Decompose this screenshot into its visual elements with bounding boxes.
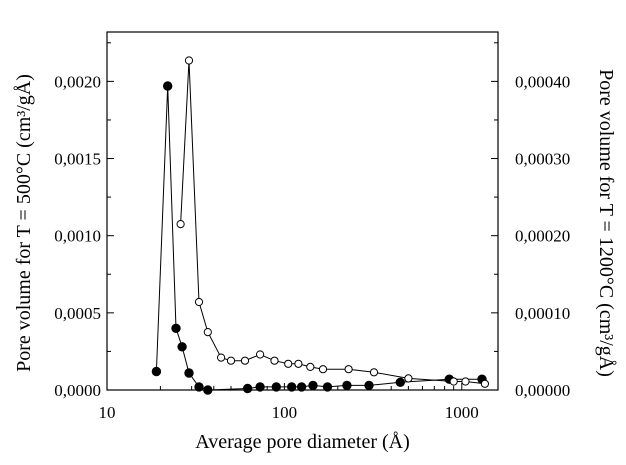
plot-frame [106,31,499,391]
data-point-1200c [318,365,328,374]
data-point-1200c [203,328,212,337]
x-tick-label: 10 [99,403,116,422]
right-y-tick-label: 0,00000 [515,381,570,400]
series-1200c-line [180,60,485,385]
x-axis-ticks: 10 100 1000 [99,383,479,422]
data-point-1200c [369,368,379,377]
data-point-1200c [306,362,315,371]
x-tick-label: 1000 [445,403,479,422]
left-y-axis-title: Pore volume for T = 500°C (cm³/gÅ) [13,74,35,372]
data-point-1200c [284,359,293,368]
data-point-1200c [294,359,303,368]
right-y-tick-label: 0,00040 [515,72,570,91]
data-point-500c [308,380,318,391]
data-point-1200c [344,365,353,374]
data-point-500c [163,81,173,91]
data-point-1200c [176,220,185,229]
left-y-tick-label: 0,0010 [54,227,101,246]
left-y-axis-ticks: 0,0000 0,0005 0,0010 0,0015 0,0020 [54,42,114,400]
left-y-tick-label: 0,0000 [54,381,101,400]
data-point-1200c [480,379,489,388]
data-point-1200c [217,353,226,362]
series-500c-line [155,85,482,391]
data-point-1200c [194,297,204,307]
right-y-axis-title: Pore volume for T = 1200°C (cm³/gÅ) [595,69,617,377]
data-point-500c [296,382,307,392]
right-y-tick-label: 0,00030 [515,150,570,169]
data-point-1200c [449,377,458,386]
data-point-500c [255,382,265,392]
left-y-tick-label: 0,0005 [54,304,101,323]
data-point-500c [194,382,204,392]
data-point-1200c [270,356,279,365]
right-y-tick-label: 0,00010 [515,304,570,323]
data-point-500c [171,323,181,333]
data-point-1200c [226,356,236,365]
data-point-500c [287,382,297,392]
series-curves [155,60,485,391]
left-y-tick-label: 0,0020 [54,72,101,91]
data-point-1200c [461,377,470,386]
x-axis-title: Average pore diameter (Å) [195,431,410,453]
data-point-1200c [404,374,413,383]
left-y-tick-label: 0,0015 [54,150,101,169]
data-point-500c [177,342,187,352]
data-point-1200c [240,356,250,365]
data-point-1200c [256,350,265,359]
data-point-500c [322,382,333,392]
data-point-500c [342,380,352,391]
right-y-tick-label: 0,00020 [515,227,570,246]
data-point-500c [151,366,162,377]
data-point-500c [395,377,405,387]
data-point-1200c [184,56,194,65]
data-point-500c [184,368,194,378]
x-tick-label: 100 [272,403,298,422]
right-y-axis-ticks: 0,00000 0,00010 0,00020 0,00030 0,00040 [491,42,570,400]
series-markers [151,56,489,395]
